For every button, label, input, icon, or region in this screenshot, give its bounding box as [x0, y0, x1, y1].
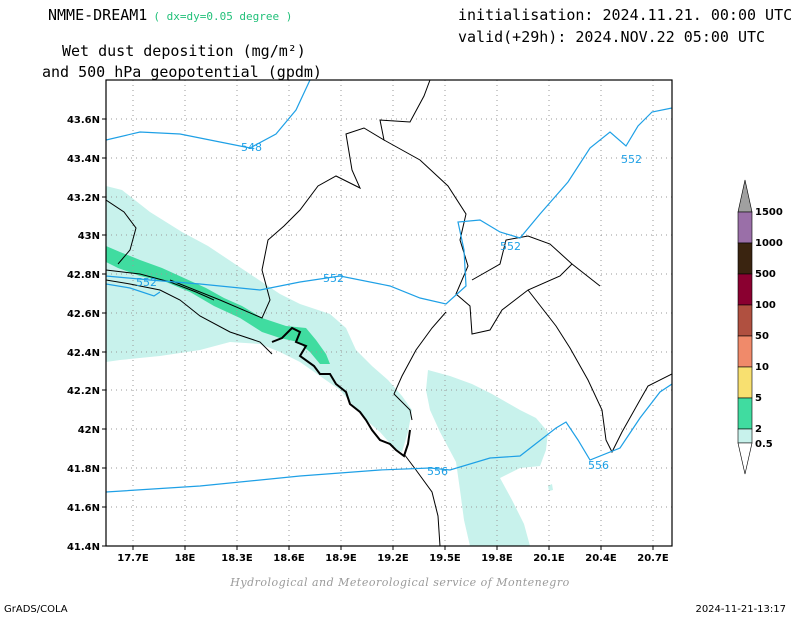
contour-label-556-b: 556 — [588, 459, 609, 472]
lat-label: 41.4N — [67, 542, 100, 553]
coastline-montenegro — [271, 326, 411, 458]
colorbar-labels: 1500 1000 500 100 50 10 5 2 0.5 — [755, 207, 783, 450]
colorbar-box-10-50 — [737, 335, 753, 368]
contour-label-552-c: 552 — [500, 240, 521, 253]
colorbar-box-500-1000 — [737, 242, 753, 275]
lon-label: 20.7E — [637, 553, 669, 564]
lon-label: 19.5E — [429, 553, 461, 564]
lat-label: 43.2N — [67, 193, 100, 204]
border-serbia — [383, 139, 573, 335]
border-bih-croatia — [106, 199, 137, 265]
lat-label: 43.4N — [67, 154, 100, 165]
valid-time: valid(+29h): 2024.NOV.22 05:00 UTC — [458, 28, 766, 46]
colorbar-box-1000-1500 — [737, 211, 753, 244]
colorbar-box-100-500 — [737, 273, 753, 306]
contour-552-west — [106, 107, 672, 305]
colorbar-legend: 1500 1000 500 100 50 10 5 2 0.5 — [737, 179, 783, 475]
lat-label: 42N — [78, 425, 100, 436]
lat-label: 43N — [78, 231, 100, 242]
lon-label: 18E — [175, 553, 196, 564]
geopotential-contours — [106, 80, 672, 493]
border-albania-kosovo — [527, 289, 672, 454]
legend-label-1000: 1000 — [755, 238, 783, 249]
light-deposition-area-east — [426, 370, 548, 546]
model-title: NMME-DREAM1 ( dx=dy=0.05 degree ) — [48, 6, 292, 24]
contour-label-552-d: 552 — [621, 153, 642, 166]
lat-label: 41.8N — [67, 464, 100, 475]
contour-labels: 548 552 552 552 552 556 556 — [136, 141, 642, 478]
border-north-macedonia — [571, 263, 601, 287]
timestamp-label: 2024-11-21-13:17 — [695, 604, 786, 615]
contour-label-552-b: 552 — [323, 272, 344, 285]
legend-label-2: 2 — [755, 424, 762, 435]
colorbar-box-0.5-2 — [737, 428, 753, 444]
legend-label-50: 50 — [755, 331, 769, 342]
lat-label: 42.4N — [67, 348, 100, 359]
lon-label: 17.7E — [117, 553, 149, 564]
contour-label-552-a: 552 — [136, 276, 157, 289]
lon-label: 18.6E — [273, 553, 305, 564]
legend-label-1500: 1500 — [755, 207, 783, 218]
colorbar-arrow-bottom — [737, 442, 753, 475]
deposition-shading — [106, 186, 553, 546]
colorbar-box-50-100 — [737, 304, 753, 337]
legend-label-500: 500 — [755, 269, 776, 280]
lon-label: 18.9E — [325, 553, 357, 564]
initialisation-time: initialisation: 2024.11.21. 00:00 UTC — [458, 6, 793, 24]
legend-label-100: 100 — [755, 300, 776, 311]
field-title-line1: Wet dust deposition (mg/m²) — [62, 42, 306, 60]
lat-label: 42.8N — [67, 270, 100, 281]
lon-label: 19.2E — [377, 553, 409, 564]
axis-ticks — [102, 118, 654, 550]
latitude-labels: 43.6N 43.4N 43.2N 43N 42.8N 42.6N 42.4N 42.2N 42… — [67, 115, 100, 553]
border-bih-montenegro — [169, 80, 431, 319]
lon-label: 18.3E — [221, 553, 253, 564]
colorbar-arrow-top — [737, 179, 753, 213]
lon-label: 20.1E — [533, 553, 565, 564]
lon-label: 20.4E — [585, 553, 617, 564]
colorbar-box-2-5 — [737, 397, 753, 430]
longitude-labels: 17.7E 18E 18.3E 18.6E 18.9E 19.2E 19.5E 19.8E 20… — [117, 553, 669, 564]
legend-label-10: 10 — [755, 362, 769, 373]
contour-552-lagoon — [106, 283, 161, 297]
model-name: NMME-DREAM1 — [48, 6, 148, 24]
contour-label-556-a: 556 — [427, 465, 448, 478]
software-label: GrADS/COLA — [4, 604, 68, 615]
country-borders — [106, 80, 672, 546]
border-albania-south — [403, 453, 441, 546]
lat-label: 42.6N — [67, 309, 100, 320]
contour-label-548: 548 — [241, 141, 262, 154]
lat-label: 42.2N — [67, 386, 100, 397]
coastline-croatia — [106, 279, 273, 355]
legend-label-0.5: 0.5 — [755, 439, 773, 450]
colorbar-box-5-10 — [737, 366, 753, 399]
contour-556 — [106, 383, 672, 493]
lat-label: 41.6N — [67, 503, 100, 514]
legend-label-5: 5 — [755, 393, 762, 404]
field-title-line2: and 500 hPa geopotential (gpdm) — [42, 63, 322, 81]
credit-line: Hydrological and Meteorological service … — [230, 576, 570, 589]
lat-label: 43.6N — [67, 115, 100, 126]
medium-deposition-band — [106, 246, 330, 364]
border-montenegro-albania — [393, 311, 447, 421]
lon-label: 19.8E — [481, 553, 513, 564]
contour-548 — [106, 80, 311, 149]
model-resolution: ( dx=dy=0.05 degree ) — [153, 10, 293, 23]
